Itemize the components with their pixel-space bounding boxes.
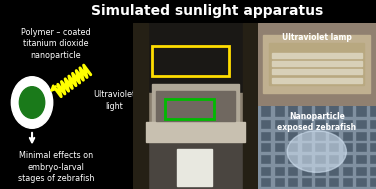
Bar xyxy=(152,84,239,126)
Bar xyxy=(258,187,376,189)
Text: Nanoparticle
exposed zebrafish: Nanoparticle exposed zebrafish xyxy=(277,112,356,132)
Bar xyxy=(353,106,355,189)
Bar xyxy=(133,23,258,98)
Bar xyxy=(133,23,149,189)
Text: Polymer – coated
titanium dioxide
nanoparticle: Polymer – coated titanium dioxide nanopa… xyxy=(21,28,91,60)
Bar xyxy=(326,106,328,189)
Bar xyxy=(339,106,342,189)
Bar xyxy=(272,53,362,58)
Bar xyxy=(312,106,314,189)
Bar xyxy=(269,43,364,85)
Bar xyxy=(146,122,245,143)
Bar xyxy=(272,61,362,66)
Bar xyxy=(271,106,274,189)
Bar xyxy=(258,118,376,119)
Bar xyxy=(258,152,376,154)
Bar xyxy=(264,35,370,93)
Text: Ultraviolet lamp: Ultraviolet lamp xyxy=(282,33,352,42)
Text: Ultraviolet
light: Ultraviolet light xyxy=(93,91,136,111)
Bar xyxy=(258,129,376,131)
Bar xyxy=(258,164,376,166)
Text: Simulated sunlight apparatus: Simulated sunlight apparatus xyxy=(91,4,323,18)
Bar xyxy=(133,139,258,189)
Circle shape xyxy=(287,131,346,172)
Bar xyxy=(133,93,258,143)
Bar xyxy=(152,46,229,76)
Bar xyxy=(156,91,235,121)
Bar xyxy=(258,176,376,177)
Circle shape xyxy=(19,87,45,118)
Bar xyxy=(367,106,369,189)
Bar xyxy=(285,106,287,189)
Bar xyxy=(243,23,258,189)
Bar xyxy=(299,106,301,189)
Bar xyxy=(272,77,362,83)
Circle shape xyxy=(11,77,53,128)
Text: Minimal effects on
embryo-larval
stages of zebrafish: Minimal effects on embryo-larval stages … xyxy=(18,151,94,183)
Bar xyxy=(272,69,362,74)
Bar xyxy=(177,149,212,186)
Bar xyxy=(165,99,214,119)
Bar xyxy=(258,106,260,189)
Bar xyxy=(258,141,376,143)
